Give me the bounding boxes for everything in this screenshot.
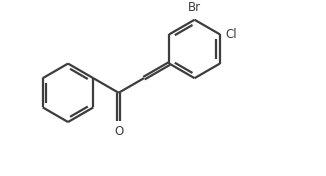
Text: Cl: Cl	[225, 28, 237, 41]
Text: Br: Br	[188, 1, 201, 14]
Text: O: O	[114, 125, 123, 138]
